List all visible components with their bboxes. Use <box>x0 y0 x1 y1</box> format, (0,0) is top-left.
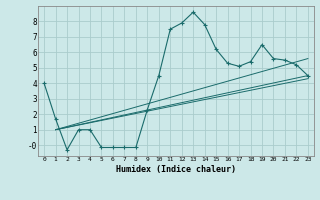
X-axis label: Humidex (Indice chaleur): Humidex (Indice chaleur) <box>116 165 236 174</box>
